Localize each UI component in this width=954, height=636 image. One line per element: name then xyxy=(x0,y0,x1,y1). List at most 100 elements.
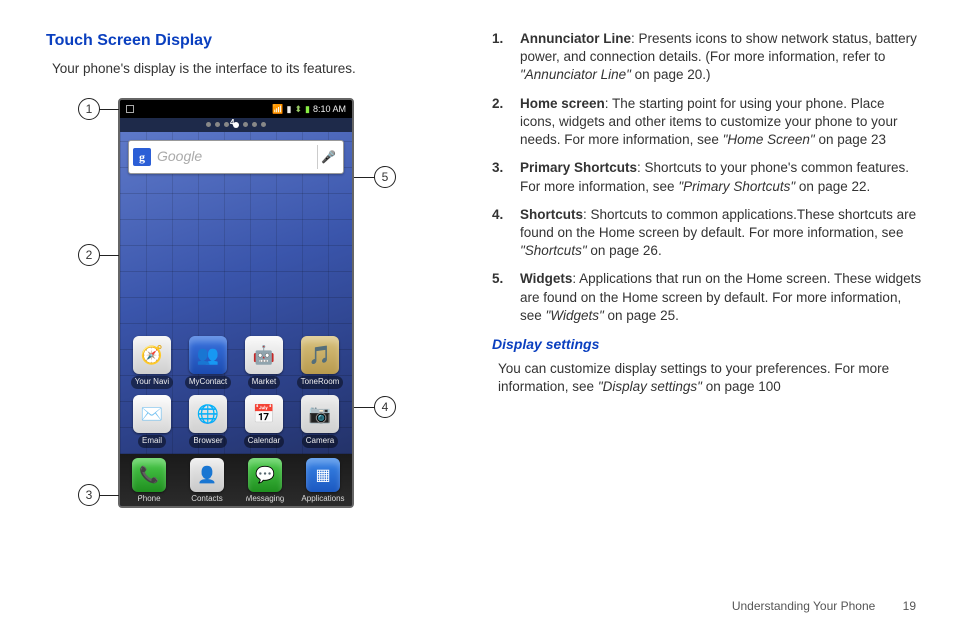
line-2 xyxy=(99,255,119,257)
page-footer: Understanding Your Phone 19 xyxy=(732,598,916,614)
shortcut-row-a: 🧭Your Navi 👥 MyContact 🤖 Market 🎵ToneRoom xyxy=(120,336,352,395)
definition-term: Primary Shortcuts xyxy=(520,160,637,175)
app-shortcut[interactable]: 🎵ToneRoom xyxy=(295,336,345,389)
app-label: Your Navi xyxy=(131,376,173,389)
definition-ref: "Shortcuts" xyxy=(520,243,587,258)
definition-term: Home screen xyxy=(520,96,605,111)
callout-4: 4 xyxy=(374,396,396,418)
definition-term: Annunciator Line xyxy=(520,31,631,46)
callout-5: 5 xyxy=(374,166,396,188)
app-label: Contacts xyxy=(191,494,223,505)
app-shortcut[interactable]: 📞 Phone xyxy=(124,458,174,505)
google-g-icon: g xyxy=(133,148,151,166)
search-placeholder: Google xyxy=(157,147,311,166)
definition-ref: "Primary Shortcuts" xyxy=(678,179,795,194)
app-icon: ✉️ xyxy=(133,395,171,433)
app-shortcut[interactable]: ▦ Applications xyxy=(298,458,348,505)
app-shortcut[interactable]: 👤 Contacts xyxy=(182,458,232,505)
callout-2: 2 xyxy=(78,244,100,266)
app-label: Applications xyxy=(301,494,344,505)
indicator-dot-active: 4 xyxy=(233,122,239,128)
wifi-icon: 📶 xyxy=(272,103,283,115)
app-shortcut[interactable]: 📅 Calendar xyxy=(239,395,289,448)
app-icon: 💬 xyxy=(248,458,282,492)
definition-item: Annunciator Line: Presents icons to show… xyxy=(492,30,922,85)
google-search-widget[interactable]: g Google 🎤 xyxy=(128,140,344,174)
definition-tail: on page 23 xyxy=(815,132,886,147)
definition-item: Primary Shortcuts: Shortcuts to your pho… xyxy=(492,159,922,195)
app-label: Calendar xyxy=(244,435,284,448)
definition-tail: on page 20.) xyxy=(631,67,711,82)
app-label: Phone xyxy=(137,494,160,505)
display-settings-text: You can customize display settings to yo… xyxy=(498,360,922,396)
line-1 xyxy=(99,109,119,111)
callout-1: 1 xyxy=(78,98,100,120)
app-shortcut[interactable]: 🧭Your Navi xyxy=(127,336,177,389)
ds-text-2: on page 100 xyxy=(702,379,781,394)
callout-3: 3 xyxy=(78,484,100,506)
footer-section: Understanding Your Phone xyxy=(732,599,875,613)
indicator-dot xyxy=(261,122,266,127)
app-label: Messaging xyxy=(246,494,285,505)
left-column: Touch Screen Display Your phone's displa… xyxy=(46,30,446,512)
indicator-dot xyxy=(224,122,229,127)
status-right: 📶 ▮ ⬍ ▮ 8:10 AM xyxy=(272,103,346,115)
right-column: Annunciator Line: Presents icons to show… xyxy=(492,30,922,512)
app-icon: 📞 xyxy=(132,458,166,492)
app-label: MyContact xyxy=(185,376,231,389)
definition-item: Home screen: The starting point for usin… xyxy=(492,95,922,150)
display-settings-heading: Display settings xyxy=(492,335,922,354)
intro-text: Your phone's display is the interface to… xyxy=(52,60,446,78)
app-shortcut[interactable]: 💬 Messaging xyxy=(240,458,290,505)
battery-icon: ▮ xyxy=(305,103,310,115)
status-icon xyxy=(126,105,134,113)
shortcut-row-b: ✉️Email 🌐 Browser 📅 Calendar 📷 Camera xyxy=(120,395,352,454)
phone-diagram: 1 2 3 4 5 📶 ▮ ⬍ xyxy=(42,92,422,512)
app-icon: 🤖 xyxy=(245,336,283,374)
misc-icon: ⬍ xyxy=(294,103,302,115)
definition-tail: on page 22. xyxy=(795,179,870,194)
home-screen: 4 g Google 🎤 🧭Your Navi 👥 MyContact 🤖 Market… xyxy=(120,118,352,506)
app-shortcut[interactable]: 🌐 Browser xyxy=(183,395,233,448)
section-title: Touch Screen Display xyxy=(46,30,446,52)
app-shortcut[interactable]: 📷 Camera xyxy=(295,395,345,448)
phone-frame: 📶 ▮ ⬍ ▮ 8:10 AM 4 xyxy=(118,98,354,508)
line-3 xyxy=(99,495,119,497)
definition-item: Widgets: Applications that run on the Ho… xyxy=(492,270,922,325)
line-4 xyxy=(354,407,376,409)
app-shortcut[interactable]: 🤖 Market xyxy=(239,336,289,389)
app-label: Camera xyxy=(302,435,338,448)
definition-tail: on page 25. xyxy=(604,308,679,323)
footer-page-number: 19 xyxy=(903,598,916,614)
definitions-list: Annunciator Line: Presents icons to show… xyxy=(492,30,922,325)
app-label: Browser xyxy=(189,435,226,448)
app-icon: 🌐 xyxy=(189,395,227,433)
app-shortcut[interactable]: ✉️Email xyxy=(127,395,177,448)
line-5 xyxy=(354,177,376,179)
signal-icon: ▮ xyxy=(287,103,292,115)
status-left xyxy=(126,105,134,113)
app-icon: 🎵 xyxy=(301,336,339,374)
definition-ref: "Widgets" xyxy=(546,308,604,323)
app-icon: 👥 xyxy=(189,336,227,374)
definition-term: Shortcuts xyxy=(520,207,583,222)
indicator-dot xyxy=(252,122,257,127)
page-columns: Touch Screen Display Your phone's displa… xyxy=(46,30,922,512)
mic-icon[interactable]: 🎤 xyxy=(317,145,339,169)
clock-text: 8:10 AM xyxy=(313,103,346,115)
indicator-dot-label: 4 xyxy=(230,118,234,129)
app-icon: ▦ xyxy=(306,458,340,492)
app-icon: 📷 xyxy=(301,395,339,433)
definition-term: Widgets xyxy=(520,271,572,286)
app-label: Market xyxy=(248,376,280,389)
app-shortcut[interactable]: 👥 MyContact xyxy=(183,336,233,389)
annunciator-line: 📶 ▮ ⬍ ▮ 8:10 AM xyxy=(120,100,352,118)
ds-ref: "Display settings" xyxy=(598,379,702,394)
page-indicator: 4 xyxy=(120,118,352,132)
app-icon: 📅 xyxy=(245,395,283,433)
indicator-dot xyxy=(243,122,248,127)
definition-ref: "Home Screen" xyxy=(723,132,815,147)
primary-shortcuts-dock: 📞 Phone 👤 Contacts 💬 Messaging ▦ Applications xyxy=(120,454,352,506)
wallpaper-space xyxy=(120,178,352,336)
app-icon: 👤 xyxy=(190,458,224,492)
